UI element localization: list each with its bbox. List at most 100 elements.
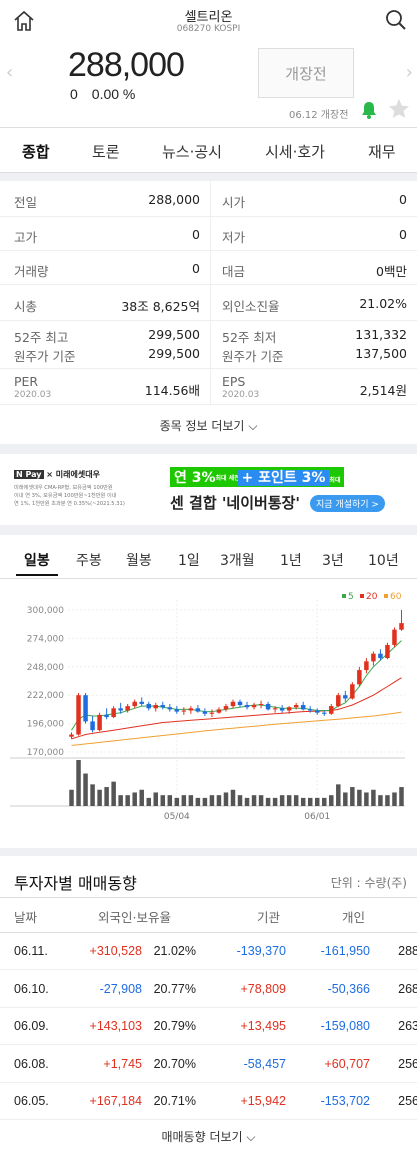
table-row: 06.11. +310,528 21.02% -139,370 -161,950 288: [0, 933, 417, 970]
label: 원주가 기준: [14, 349, 76, 364]
volume-bar: [139, 789, 144, 806]
ad-brand: N Pay × 미래에셋대우: [14, 470, 100, 479]
period-tab-3y[interactable]: 3년: [322, 553, 344, 569]
candle: [364, 661, 369, 671]
volume-bar: [223, 792, 229, 806]
label: 전일: [14, 195, 38, 210]
period-tab-monthly[interactable]: 월봉: [126, 553, 152, 569]
tab-summary[interactable]: 종합: [18, 143, 54, 176]
search-icon[interactable]: [385, 9, 407, 35]
label: 거래량: [14, 264, 49, 279]
volume-bar: [265, 797, 271, 806]
header-foreign: 외국인·보유율: [98, 910, 171, 925]
x-tick-label: 06/01: [304, 812, 330, 822]
table-row: 06.05. +167,184 20.71% +15,942 -153,702 256: [0, 1083, 417, 1121]
legend-swatch: [360, 594, 364, 598]
cell-foreign: +167,184: [89, 1094, 142, 1109]
candle: [76, 695, 81, 735]
cell-extra: 288: [398, 944, 417, 958]
candle: [104, 714, 109, 718]
home-icon[interactable]: [12, 10, 36, 36]
change-percent: 0.00 %: [91, 86, 136, 102]
period-tab-3m[interactable]: 3개월: [220, 553, 255, 569]
header-individual: 개인: [342, 910, 366, 925]
period-tab-1y[interactable]: 1년: [280, 553, 302, 569]
volume-bar: [357, 789, 362, 806]
volume-bar: [230, 789, 236, 806]
candle: [230, 701, 236, 707]
tab-quotes[interactable]: 시세·호가: [265, 143, 325, 161]
volume-bar: [385, 795, 390, 806]
cell-date: 06.05.: [14, 1094, 49, 1109]
volume-bar: [258, 795, 264, 806]
tab-news[interactable]: 뉴스·공시: [162, 143, 222, 161]
candle: [329, 706, 334, 714]
candle: [258, 703, 264, 706]
divider: [0, 444, 417, 454]
tab-finance[interactable]: 재무: [368, 143, 396, 161]
period-tab-weekly[interactable]: 주봉: [76, 553, 102, 569]
volume-bar: [181, 795, 187, 806]
value: 0백만: [376, 264, 407, 279]
summary-row: 고가 0 저가 0: [0, 217, 417, 251]
value: 131,332: [355, 327, 407, 342]
volume-bar: [392, 792, 397, 806]
candle: [307, 709, 313, 711]
y-tick-label: 274,000: [27, 634, 64, 644]
chevron-down-icon: ⌵: [248, 419, 258, 433]
favorite-star-icon[interactable]: [388, 98, 410, 124]
investors-more-button[interactable]: 매매동향 더보기 ⌵: [0, 1128, 417, 1145]
cell-ratio: 21.02%: [153, 944, 196, 958]
ad-small: 연 1%, 1천만원 초과분 연 0.35%(~2021.5.31): [14, 501, 125, 507]
label: 원주가 기준: [222, 349, 284, 364]
period-tab-10y[interactable]: 10년: [368, 553, 399, 569]
candle: [378, 653, 383, 659]
candle: [174, 709, 180, 712]
stock-info-more-button[interactable]: 종목 정보 더보기 ⌵: [0, 417, 417, 434]
volume-bar: [202, 797, 208, 806]
ad-cta-button[interactable]: 지금 개설하기 >: [310, 495, 385, 512]
candle: [272, 708, 278, 710]
cell-date: 06.10.: [14, 981, 49, 996]
label: 시가: [222, 195, 246, 210]
summary-row: 시총 38조 8,625억 외인소진율 21.02%: [0, 285, 417, 321]
tab-discussion[interactable]: 토론: [92, 143, 120, 161]
ad-fineprint: 미래에셋대우 CMA-RP형, 보유금액 100만원 이내 연 3%, 보유금액 …: [14, 484, 164, 508]
candle: [237, 701, 243, 706]
prev-stock-icon[interactable]: ‹: [6, 62, 14, 83]
label: 52주 최저: [222, 330, 277, 345]
price-chart[interactable]: 300,000 274,000 248,000 222,000 196,000 170,0…: [0, 588, 417, 850]
volume-bar: [97, 789, 102, 806]
cell-date: 06.11.: [14, 944, 48, 958]
bell-icon[interactable]: [359, 100, 379, 124]
sub-label: 2020.03: [222, 390, 260, 400]
chevron-down-icon: ⌵: [246, 1130, 256, 1144]
investors-header-row: 날짜 외국인·보유율 기관 개인: [0, 897, 417, 933]
volume-bar: [146, 797, 151, 806]
value: 21.02%: [359, 296, 407, 311]
cell-date: 06.08.: [14, 1056, 49, 1071]
volume-bar: [104, 787, 109, 806]
candle: [139, 701, 144, 704]
volume-bar: [307, 797, 313, 806]
candle: [392, 629, 397, 645]
volume-bar: [237, 795, 243, 806]
ad-banner[interactable]: N Pay × 미래에셋대우 미래에셋대우 CMA-RP형, 보유금액 100만…: [0, 455, 417, 525]
period-tab-1d[interactable]: 1일: [178, 553, 200, 569]
period-tab-daily[interactable]: 일봉: [16, 550, 58, 576]
candle: [336, 695, 341, 707]
table-row: 06.09. +143,103 20.79% +13,495 -159,080 263: [0, 1008, 417, 1046]
volume-bar: [209, 795, 215, 806]
investors-title: 투자자별 매매동향: [14, 874, 137, 893]
next-stock-icon[interactable]: ›: [405, 62, 413, 83]
legend-label: 60: [390, 592, 402, 602]
candle: [357, 670, 362, 685]
cell-foreign: +143,103: [89, 1019, 142, 1034]
volume-bar: [83, 773, 88, 806]
candle: [83, 695, 88, 722]
ad-rate: 연 3%: [174, 470, 216, 486]
change-value: 0: [70, 86, 78, 102]
market-status-button[interactable]: 개장전: [258, 48, 354, 98]
candle: [69, 734, 74, 737]
candle: [399, 623, 404, 630]
